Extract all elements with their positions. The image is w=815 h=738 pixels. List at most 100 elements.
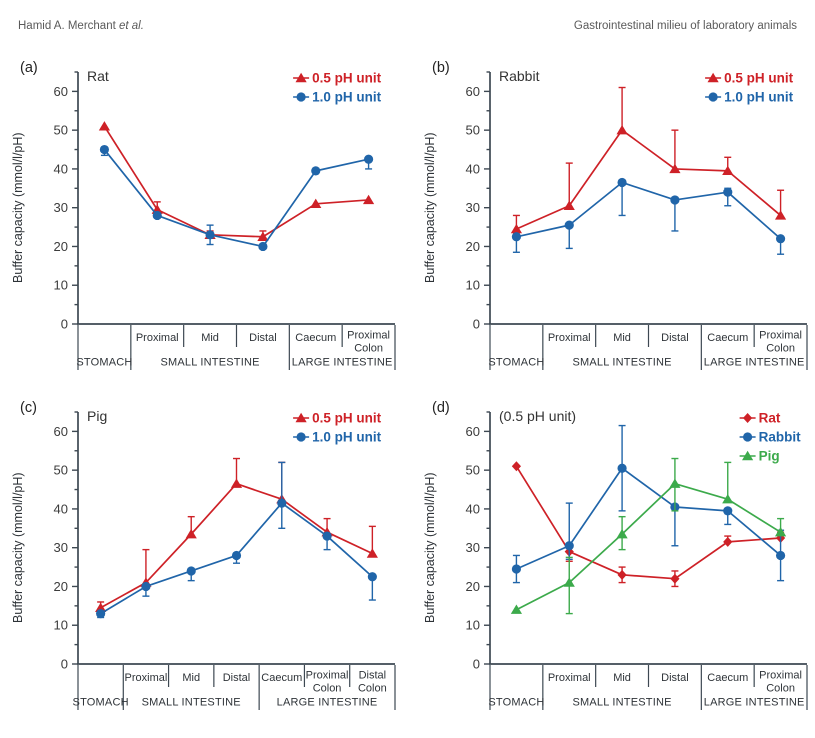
series-line-rabbit: [516, 467, 782, 570]
y-tick-label: 40: [466, 161, 480, 176]
series-line-0-5-ph-unit: [516, 129, 782, 230]
y-tick-label: 40: [54, 501, 68, 516]
y-tick-label: 10: [54, 278, 68, 293]
y-tick-label: 40: [54, 161, 68, 176]
data-point-marker: [617, 569, 627, 580]
data-point-marker: [277, 498, 287, 508]
data-point-marker: [742, 450, 754, 461]
region-group-label: LARGE INTESTINE: [292, 357, 393, 369]
category-label: Proximal: [136, 332, 179, 344]
data-point-marker: [141, 581, 151, 592]
data-point-marker: [563, 200, 575, 210]
data-point-marker: [564, 220, 574, 230]
data-point-marker: [295, 412, 307, 423]
region-group-label: SMALL INTESTINE: [572, 697, 671, 709]
y-tick-label: 40: [466, 501, 480, 516]
legend-label: 0.5 pH unit: [312, 411, 382, 426]
data-point-marker: [96, 609, 106, 619]
data-point-marker: [185, 528, 197, 539]
data-point-marker: [708, 92, 718, 102]
y-tick-label: 10: [466, 278, 480, 293]
region-group-label: SMALL INTESTINE: [572, 357, 671, 369]
panel-title: Rabbit: [499, 68, 540, 84]
legend-label: Pig: [759, 449, 780, 464]
running-header: Hamid A. Merchant et al. Gastrointestina…: [18, 20, 797, 32]
data-point-marker: [775, 234, 786, 244]
data-point-marker: [723, 187, 733, 197]
panel-title: (0.5 pH unit): [499, 408, 576, 424]
author-name: Hamid A. Merchant: [18, 20, 116, 32]
data-point-marker: [723, 506, 733, 516]
chart-rat: 0 10 20 30 40 50 60 Buffer capacity (mmol/l/pH)…: [11, 68, 396, 370]
data-point-marker: [743, 413, 753, 423]
panel-letter-b: (b): [432, 60, 450, 76]
panel-letter-c: (c): [20, 400, 37, 416]
panel-letter-d: (d): [432, 400, 450, 416]
category-label: Caecum: [261, 672, 302, 684]
panel-c: (c) 0 10 20 30 40 50 60 Buffer capacity (mmol/l…: [6, 392, 403, 732]
legend-label: 1.0 pH unit: [724, 90, 794, 105]
data-point-marker: [186, 566, 196, 576]
data-point-marker: [258, 241, 268, 252]
data-point-marker: [205, 230, 215, 240]
y-tick-label: 50: [54, 463, 68, 478]
data-point-marker: [617, 177, 627, 188]
category-label: Colon: [313, 683, 342, 695]
y-tick-label: 0: [61, 317, 68, 332]
y-tick-label: 30: [54, 540, 68, 555]
y-tick-label: 60: [466, 84, 480, 99]
y-tick-label: 50: [466, 123, 480, 138]
data-point-marker: [511, 564, 522, 574]
data-point-marker: [775, 550, 786, 561]
series-line-1-0-ph-unit: [103, 149, 369, 248]
data-point-marker: [563, 577, 575, 587]
region-group-label: LARGE INTESTINE: [704, 357, 805, 369]
data-point-marker: [774, 210, 787, 220]
data-point-marker: [363, 154, 374, 164]
y-axis-label: Buffer capacity (mmol/l/pH): [423, 472, 437, 623]
y-tick-label: 60: [54, 424, 68, 439]
y-tick-label: 60: [54, 84, 68, 99]
legend-label: Rat: [759, 411, 781, 426]
region-group-label: LARGE INTESTINE: [277, 697, 378, 709]
data-point-marker: [669, 478, 681, 488]
category-label: Mid: [182, 672, 200, 684]
series-line-rat: [515, 465, 781, 580]
data-point-marker: [367, 572, 377, 582]
header-article-title: Gastrointestinal milieu of laboratory an…: [573, 20, 797, 32]
data-point-marker: [231, 550, 242, 561]
category-label: Proximal: [759, 330, 802, 342]
data-point-marker: [510, 223, 523, 234]
category-label: Colon: [766, 683, 795, 695]
y-axis-label: Buffer capacity (mmol/l/pH): [11, 132, 25, 283]
data-point-marker: [616, 124, 628, 135]
data-point-marker: [296, 432, 306, 442]
series-line-1-0-ph-unit: [516, 181, 782, 240]
data-point-marker: [743, 432, 753, 442]
legend-label: 0.5 pH unit: [312, 71, 382, 86]
y-tick-label: 10: [466, 618, 480, 633]
data-point-marker: [616, 528, 628, 539]
y-tick-label: 20: [466, 579, 480, 594]
panel-letter-a: (a): [20, 60, 38, 76]
y-tick-label: 60: [466, 424, 480, 439]
data-point-marker: [670, 573, 680, 584]
category-label: Proximal: [125, 672, 168, 684]
y-tick-label: 20: [54, 239, 68, 254]
category-label: Caecum: [707, 672, 748, 684]
category-label: Distal: [359, 670, 387, 682]
data-point-marker: [774, 526, 787, 537]
category-label: Proximal: [347, 330, 390, 342]
region-group-label: SMALL INTESTINE: [142, 697, 241, 709]
data-point-marker: [230, 478, 243, 488]
data-point-marker: [511, 232, 522, 242]
category-label: Distal: [223, 672, 251, 684]
data-point-marker: [510, 604, 523, 614]
y-tick-label: 0: [473, 317, 480, 332]
data-point-marker: [322, 531, 332, 541]
panel-a: (a) 0 10 20 30 40 50 60 Buffer capacity (mmol/l…: [6, 52, 403, 392]
region-group-label: STOMACH: [488, 357, 544, 369]
data-point-marker: [310, 198, 322, 209]
category-label: Proximal: [548, 672, 591, 684]
y-tick-label: 20: [54, 579, 68, 594]
